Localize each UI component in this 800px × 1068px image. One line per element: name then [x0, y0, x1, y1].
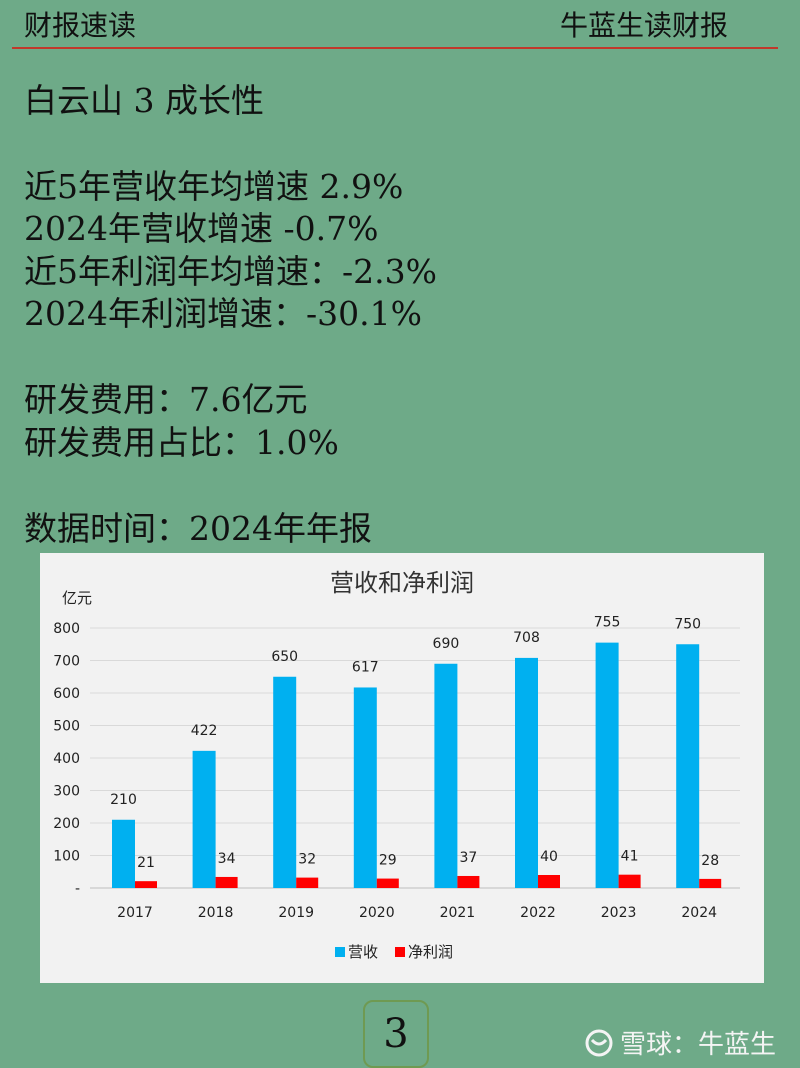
data-label: 41 — [621, 849, 639, 865]
stat-line: 研发费用：7.6亿元 — [24, 380, 308, 419]
stat-line: 研发费用占比：1.0% — [24, 423, 339, 462]
data-label: 617 — [352, 659, 379, 675]
revenue-profit-chart: 营收和净利润亿元 - 100 200 300 400 500 600 700 800 2017 210… — [40, 553, 764, 983]
revenue-bar — [595, 642, 619, 888]
y-tick-label: 500 — [53, 719, 80, 735]
y-tick-label: - — [75, 881, 80, 897]
y-tick-label: 600 — [53, 686, 80, 702]
x-tick-label: 2018 — [198, 905, 234, 921]
revenue-bar — [676, 644, 700, 888]
data-label: 32 — [298, 852, 316, 868]
header-right-title: 牛蓝生读财报 — [559, 9, 728, 42]
watermark-text: 雪球：牛蓝生 — [619, 1030, 776, 1060]
chart-title: 营收和净利润 — [330, 569, 474, 597]
legend-swatch — [395, 947, 405, 957]
x-tick-label: 2023 — [601, 905, 637, 921]
stat-line: 2024年营收增速 -0.7% — [24, 209, 379, 248]
data-label: 750 — [674, 616, 701, 632]
data-label: 422 — [191, 723, 218, 739]
y-tick-label: 400 — [53, 751, 80, 767]
section-title: 白云山 3 成长性 — [24, 81, 264, 120]
revenue-bar — [434, 663, 458, 888]
page-number: 3 — [363, 1000, 429, 1068]
legend-label: 净利润 — [408, 943, 453, 961]
y-tick-label: 200 — [53, 816, 80, 832]
header-left-title: 财报速读 — [24, 9, 137, 42]
profit-bar — [699, 878, 722, 888]
data-label: 650 — [271, 649, 298, 665]
revenue-bar — [273, 676, 297, 888]
profit-bar — [215, 876, 238, 888]
stat-line: 近5年营收年均增速 2.9% — [24, 167, 404, 206]
revenue-bar — [353, 687, 377, 888]
x-tick-label: 2017 — [117, 905, 153, 921]
legend-swatch — [335, 947, 345, 957]
stat-line: 近5年利润年均增速：-2.3% — [24, 252, 437, 291]
y-tick-label: 800 — [53, 621, 80, 637]
data-label: 210 — [110, 792, 137, 808]
profit-bar — [376, 878, 399, 888]
legend-label: 营收 — [348, 943, 378, 961]
data-label: 755 — [594, 615, 621, 631]
data-label: 21 — [137, 855, 155, 871]
header-divider — [12, 47, 778, 49]
x-tick-label: 2020 — [359, 905, 395, 921]
profit-bar — [296, 877, 319, 888]
data-label: 34 — [218, 851, 236, 867]
y-axis-label: 亿元 — [62, 589, 92, 607]
profit-bar — [135, 881, 157, 888]
revenue-bar — [192, 750, 216, 888]
data-label: 37 — [459, 850, 477, 866]
y-tick-label: 100 — [53, 849, 80, 865]
data-label: 708 — [513, 630, 540, 646]
data-label: 29 — [379, 853, 397, 869]
data-label: 40 — [540, 849, 558, 865]
data-label: 690 — [433, 636, 460, 652]
profit-bar — [618, 874, 641, 888]
x-tick-label: 2021 — [440, 905, 476, 921]
y-tick-label: 300 — [53, 784, 80, 800]
profit-bar — [457, 875, 480, 888]
data-label: 28 — [701, 853, 719, 869]
profit-bar — [538, 875, 560, 888]
revenue-bar — [112, 819, 135, 888]
y-tick-label: 700 — [53, 654, 80, 670]
stat-line: 2024年利润增速：-30.1% — [24, 294, 422, 333]
x-tick-label: 2024 — [681, 905, 717, 921]
data-date: 数据时间：2024年年报 — [24, 509, 372, 548]
x-tick-label: 2019 — [278, 905, 314, 921]
x-tick-label: 2022 — [520, 905, 556, 921]
revenue-bar — [515, 657, 538, 888]
xueqiu-logo-icon — [585, 1029, 613, 1056]
watermark: 雪球：牛蓝生 — [584, 1024, 776, 1061]
